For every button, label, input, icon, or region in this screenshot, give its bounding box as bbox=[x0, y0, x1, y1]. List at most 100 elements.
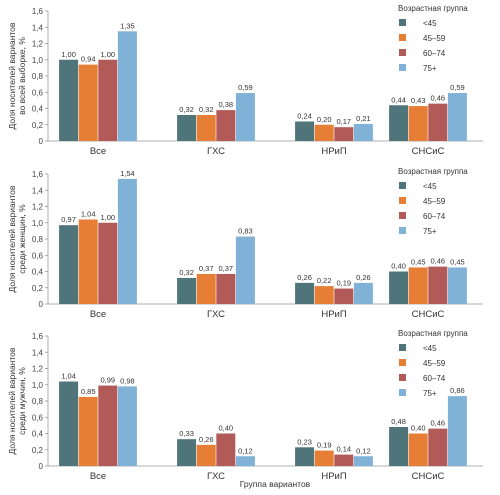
legend-label: <45 bbox=[423, 182, 437, 191]
bar-value-label: 1,35 bbox=[120, 21, 135, 30]
y-tick-label: 1,0 bbox=[32, 381, 44, 390]
bar bbox=[295, 447, 315, 466]
bar-value-label: 1,04 bbox=[81, 210, 96, 219]
bar bbox=[98, 59, 118, 141]
bar bbox=[78, 64, 98, 141]
bar-value-label: 0,12 bbox=[356, 446, 371, 455]
bar bbox=[235, 236, 255, 304]
y-axis-label: среди мужчин, % bbox=[17, 367, 27, 435]
bar-value-label: 0,24 bbox=[297, 112, 312, 121]
bar bbox=[334, 288, 354, 304]
legend-label: 45–59 bbox=[423, 34, 446, 43]
bar-value-label: 0,23 bbox=[297, 437, 312, 446]
bar bbox=[295, 282, 315, 304]
category-label: СНСиС bbox=[412, 471, 445, 482]
bar-value-label: 0,46 bbox=[430, 94, 445, 103]
bar-value-label: 0,21 bbox=[356, 114, 371, 123]
category-label: Все bbox=[90, 471, 106, 482]
legend-label: <45 bbox=[423, 19, 437, 28]
legend-swatch bbox=[399, 374, 406, 381]
bar-value-label: 0,45 bbox=[450, 257, 465, 266]
y-tick-label: 1,4 bbox=[32, 348, 44, 357]
y-tick-label: 1,6 bbox=[32, 332, 44, 341]
legend-swatch bbox=[399, 19, 406, 26]
bar-value-label: 0,97 bbox=[61, 215, 76, 224]
bar-value-label: 1,04 bbox=[61, 372, 76, 381]
bar bbox=[98, 385, 118, 466]
y-tick-label: 0,4 bbox=[32, 105, 44, 114]
bar-value-label: 0,46 bbox=[430, 419, 445, 428]
bar bbox=[314, 124, 334, 141]
y-tick-label: 0,2 bbox=[32, 121, 44, 130]
legend-title: Возрастная группа bbox=[398, 167, 468, 176]
legend-title: Возрастная группа bbox=[398, 4, 468, 13]
legend-swatch bbox=[399, 344, 406, 351]
bar-value-label: 0,33 bbox=[179, 429, 194, 438]
bar bbox=[447, 93, 467, 141]
y-tick-label: 1,6 bbox=[32, 7, 44, 16]
bar bbox=[235, 93, 255, 141]
bar-value-label: 0,46 bbox=[430, 257, 445, 266]
bar-value-label: 0,38 bbox=[218, 100, 233, 109]
bar-value-label: 0,59 bbox=[450, 83, 465, 92]
category-label: СНСиС bbox=[412, 309, 445, 320]
bar bbox=[353, 123, 373, 141]
category-label: ГХС bbox=[207, 471, 225, 482]
bar bbox=[216, 433, 236, 466]
bar bbox=[314, 286, 334, 304]
bar-value-label: 0,14 bbox=[336, 445, 351, 454]
bar bbox=[353, 456, 373, 466]
legend-label: 75+ bbox=[423, 227, 437, 236]
legend-swatch bbox=[399, 182, 406, 189]
bar bbox=[334, 454, 354, 466]
legend-label: 75+ bbox=[423, 389, 437, 398]
bar bbox=[235, 456, 255, 466]
y-tick-label: 0,8 bbox=[32, 235, 44, 244]
legend-swatch bbox=[399, 49, 406, 56]
bar-value-label: 0,22 bbox=[317, 276, 332, 285]
bar bbox=[196, 444, 216, 466]
category-label: НРиП bbox=[321, 146, 347, 157]
legend-title: Возрастная группа bbox=[398, 329, 468, 338]
bar bbox=[428, 103, 448, 141]
legend-label: 75+ bbox=[423, 64, 437, 73]
bar-value-label: 0,32 bbox=[199, 105, 214, 114]
bar-value-label: 0,37 bbox=[199, 264, 214, 273]
bar-value-label: 0,17 bbox=[336, 117, 351, 126]
x-axis-title: Группа вариантов bbox=[240, 479, 311, 489]
bar bbox=[59, 225, 79, 304]
legend-label: 60–74 bbox=[423, 49, 446, 58]
bar-value-label: 0,85 bbox=[81, 387, 96, 396]
bar-value-label: 0,44 bbox=[391, 95, 406, 104]
bar-value-label: 1,00 bbox=[61, 50, 76, 59]
legend-label: 45–59 bbox=[423, 197, 446, 206]
bar-value-label: 0,32 bbox=[179, 268, 194, 277]
bar-value-label: 0,43 bbox=[411, 96, 426, 105]
bar bbox=[177, 115, 197, 141]
bar bbox=[177, 439, 197, 466]
bar bbox=[59, 59, 79, 141]
legend-swatch bbox=[399, 227, 406, 234]
category-label: Все bbox=[90, 146, 106, 157]
y-tick-label: 0,6 bbox=[32, 88, 44, 97]
legend-swatch bbox=[399, 34, 406, 41]
bar-value-label: 0,94 bbox=[81, 55, 96, 64]
bar-value-label: 0,45 bbox=[411, 257, 426, 266]
bar bbox=[216, 273, 236, 304]
y-tick-label: 0,4 bbox=[32, 268, 44, 277]
bar-value-label: 0,26 bbox=[297, 273, 312, 282]
bar-value-label: 0,20 bbox=[317, 115, 332, 124]
bar-value-label: 0,19 bbox=[336, 279, 351, 288]
bar bbox=[314, 450, 334, 466]
bar-value-label: 1,54 bbox=[120, 169, 135, 178]
bar-value-label: 0,32 bbox=[179, 105, 194, 114]
bar-value-label: 1,00 bbox=[100, 213, 115, 222]
y-tick-label: 1,2 bbox=[32, 365, 44, 374]
bar-value-label: 1,00 bbox=[100, 50, 115, 59]
bar bbox=[78, 396, 98, 466]
bar bbox=[216, 110, 236, 141]
bar bbox=[334, 127, 354, 141]
bar bbox=[389, 271, 409, 304]
